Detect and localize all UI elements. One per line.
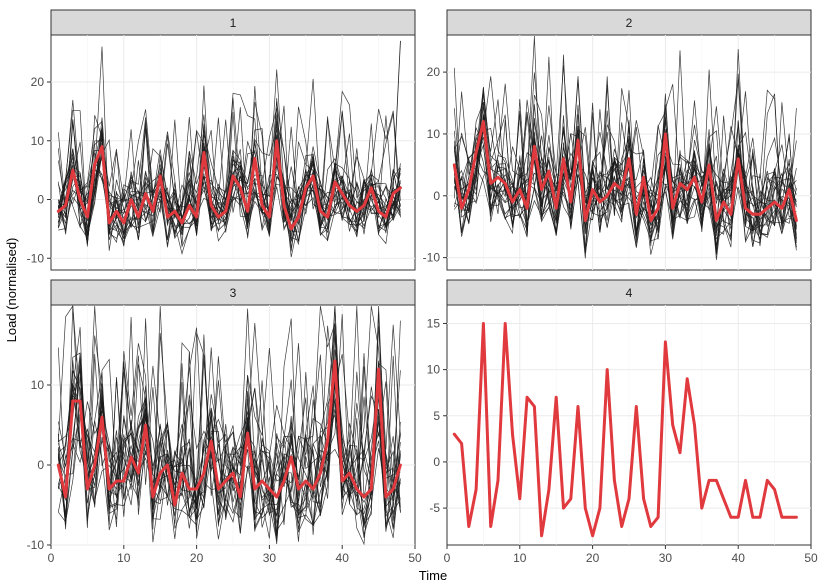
highlight-series-line [56,139,402,231]
x-tick-label: 30 [659,551,673,565]
panel-3-x-ticks: 0 10 20 30 40 50 [48,545,422,565]
background-series-line [453,89,797,238]
y-axis-title: Load (normalised) [4,238,19,343]
y-tick-label: 15 [427,316,441,330]
background-series-line [57,324,401,532]
panel-1-strip [50,9,416,36]
y-tick-label: 20 [427,65,441,79]
background-series-line [57,314,401,535]
panel-2-strip [446,9,812,36]
panel-2-highlight-series [452,120,798,222]
background-series-line [57,109,401,246]
background-series-line [57,354,401,545]
background-series-line [57,305,401,526]
x-tick-label: 20 [190,551,204,565]
y-tick-label: 0 [37,193,44,207]
highlight-series-line [452,322,798,538]
x-axis-title: Time [419,568,447,583]
y-tick-label: 0 [433,189,440,203]
panel-3-y-ticks: -10 0 10 [27,378,51,552]
background-series-line [453,79,797,248]
y-tick-label: -10 [27,251,45,265]
y-tick-label: -10 [423,251,441,265]
panel-2-strip-label: 2 [626,16,633,30]
panel-4-highlight-series [452,322,798,538]
panel-2-y-ticks: -10 0 10 20 [423,65,447,265]
x-tick-label: 40 [336,551,350,565]
x-tick-label: 10 [513,551,527,565]
panel-2: 2 -10 0 10 20 [423,9,812,271]
panel-1-highlight-series [56,139,402,231]
background-series-line [57,330,401,539]
panel-4-strip [446,279,812,306]
x-tick-label: 50 [408,551,422,565]
background-series-line [453,94,797,253]
y-tick-label: 0 [37,458,44,472]
y-tick-label: 10 [427,127,441,141]
highlight-series-line [56,359,402,507]
y-tick-label: 10 [31,378,45,392]
x-tick-label: 0 [48,551,55,565]
y-tick-label: -5 [429,501,440,515]
y-tick-label: 5 [433,409,440,423]
panel-1: 1 -10 0 10 20 [27,9,416,271]
x-tick-label: 30 [263,551,277,565]
x-tick-label: 10 [117,551,131,565]
panel-3-strip-label: 3 [230,286,237,300]
panel-3-highlight-series [56,359,402,507]
y-tick-label: 10 [427,363,441,377]
background-series-line [57,101,401,248]
panel-4-y-ticks: -5 0 5 10 15 [427,316,447,515]
background-series-line [57,305,401,543]
x-tick-label: 20 [586,551,600,565]
y-tick-label: 20 [31,75,45,89]
panel-4-strip-label: 4 [626,286,633,300]
panel-4-x-ticks: 0 10 20 30 40 50 [444,545,818,565]
y-tick-label: 10 [31,134,45,148]
y-tick-label: 0 [433,455,440,469]
background-series-line [57,349,401,529]
x-tick-label: 0 [444,551,451,565]
x-tick-label: 50 [804,551,818,565]
background-series-line [58,305,401,542]
background-series-line [57,92,401,236]
y-tick-label: -10 [27,538,45,552]
watermark-text: @稀土掘金技术社区 [694,565,820,581]
background-series-line [57,332,401,534]
x-tick-label: 40 [732,551,746,565]
background-series-line [453,73,797,247]
panel-1-y-ticks: -10 0 10 20 [27,75,51,265]
background-series-line [57,354,401,539]
panel-1-strip-label: 1 [230,16,237,30]
background-series-line [57,111,401,248]
background-series-line [58,343,401,538]
panel-4: 4 -5 0 5 10 15 0 10 20 30 40 50 [427,279,818,565]
highlight-series-line [452,120,798,222]
background-series-line [57,116,401,235]
